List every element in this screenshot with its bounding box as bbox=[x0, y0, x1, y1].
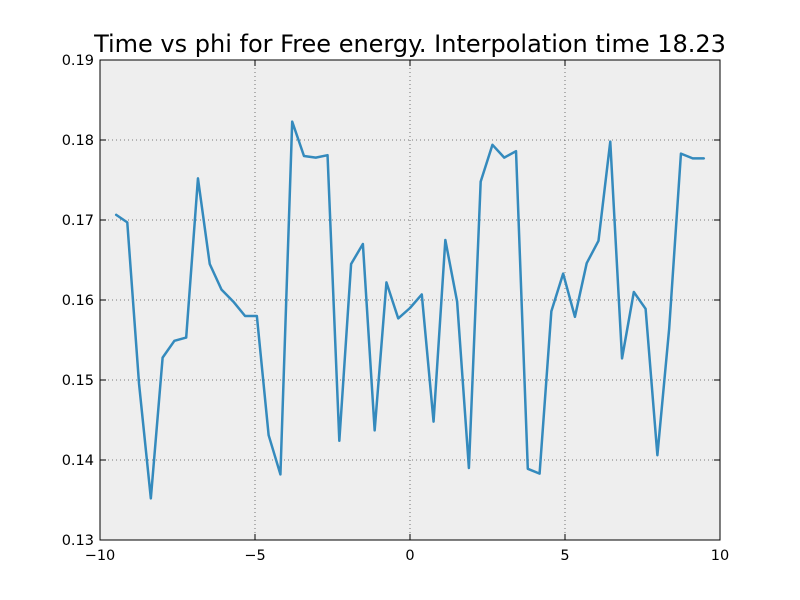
data-point-31 bbox=[480, 181, 482, 183]
data-point-13 bbox=[268, 434, 270, 436]
y-tick-label-5: 0.18 bbox=[62, 133, 94, 149]
data-point-4 bbox=[162, 357, 164, 359]
data-point-37 bbox=[550, 310, 552, 312]
data-point-46 bbox=[656, 454, 658, 456]
data-point-47 bbox=[668, 328, 670, 330]
data-point-16 bbox=[303, 155, 305, 157]
data-point-35 bbox=[527, 468, 529, 470]
data-point-33 bbox=[503, 157, 505, 159]
y-tick-label-6: 0.19 bbox=[62, 53, 94, 69]
data-point-24 bbox=[397, 317, 399, 319]
data-point-20 bbox=[350, 263, 352, 265]
data-point-45 bbox=[645, 308, 647, 310]
data-point-39 bbox=[574, 316, 576, 318]
data-point-30 bbox=[468, 467, 470, 469]
data-point-40 bbox=[586, 262, 588, 264]
data-point-42 bbox=[609, 141, 611, 143]
data-point-3 bbox=[150, 497, 152, 499]
data-point-14 bbox=[279, 473, 282, 475]
data-point-9 bbox=[220, 289, 223, 291]
data-point-12 bbox=[256, 315, 258, 317]
data-point-21 bbox=[362, 243, 364, 245]
x-tick-label-3: 5 bbox=[560, 548, 569, 564]
data-point-48 bbox=[680, 153, 682, 155]
x-tick-label-4: 10 bbox=[711, 548, 729, 564]
data-point-29 bbox=[456, 301, 458, 303]
data-point-22 bbox=[374, 429, 376, 431]
axis-ticks: −10 −5 0 5 10 0.13 0.14 0.15 0.16 0.17 0.18 0.19 bbox=[62, 53, 730, 564]
data-point-15 bbox=[291, 121, 293, 123]
x-tick-label-0: −10 bbox=[85, 548, 116, 564]
data-point-26 bbox=[421, 293, 423, 295]
data-point-38 bbox=[562, 273, 564, 275]
data-point-23 bbox=[385, 281, 388, 283]
x-tick-label-2: 0 bbox=[405, 548, 414, 564]
data-point-28 bbox=[444, 239, 446, 241]
data-point-25 bbox=[409, 307, 411, 309]
series-layer bbox=[114, 120, 706, 500]
data-point-11 bbox=[244, 315, 246, 317]
data-point-34 bbox=[515, 150, 517, 152]
data-point-19 bbox=[338, 440, 340, 442]
y-tick-label-0: 0.13 bbox=[62, 533, 94, 549]
y-tick-label-1: 0.14 bbox=[62, 453, 94, 469]
data-point-44 bbox=[633, 291, 635, 293]
data-point-0 bbox=[114, 213, 117, 215]
data-point-27 bbox=[432, 421, 435, 423]
y-tick-label-4: 0.17 bbox=[62, 213, 94, 229]
data-point-49 bbox=[692, 157, 694, 159]
data-point-2 bbox=[138, 383, 140, 385]
data-point-6 bbox=[185, 337, 187, 339]
data-point-43 bbox=[621, 357, 623, 359]
grid-lines bbox=[100, 60, 720, 540]
data-point-17 bbox=[315, 157, 317, 159]
data-point-1 bbox=[126, 221, 128, 223]
data-point-5 bbox=[173, 340, 175, 342]
x-tick-label-1: −5 bbox=[244, 548, 265, 564]
data-point-41 bbox=[597, 240, 600, 242]
y-tick-label-2: 0.15 bbox=[62, 373, 94, 389]
chart-title: Time vs phi for Free energy. Interpolati… bbox=[93, 30, 726, 58]
data-point-18 bbox=[326, 154, 329, 156]
data-point-36 bbox=[538, 473, 541, 475]
data-point-50 bbox=[703, 157, 706, 159]
data-point-10 bbox=[232, 301, 234, 303]
y-tick-label-3: 0.16 bbox=[62, 293, 94, 309]
data-point-7 bbox=[197, 177, 199, 179]
data-point-32 bbox=[491, 144, 494, 146]
data-point-8 bbox=[209, 263, 211, 265]
